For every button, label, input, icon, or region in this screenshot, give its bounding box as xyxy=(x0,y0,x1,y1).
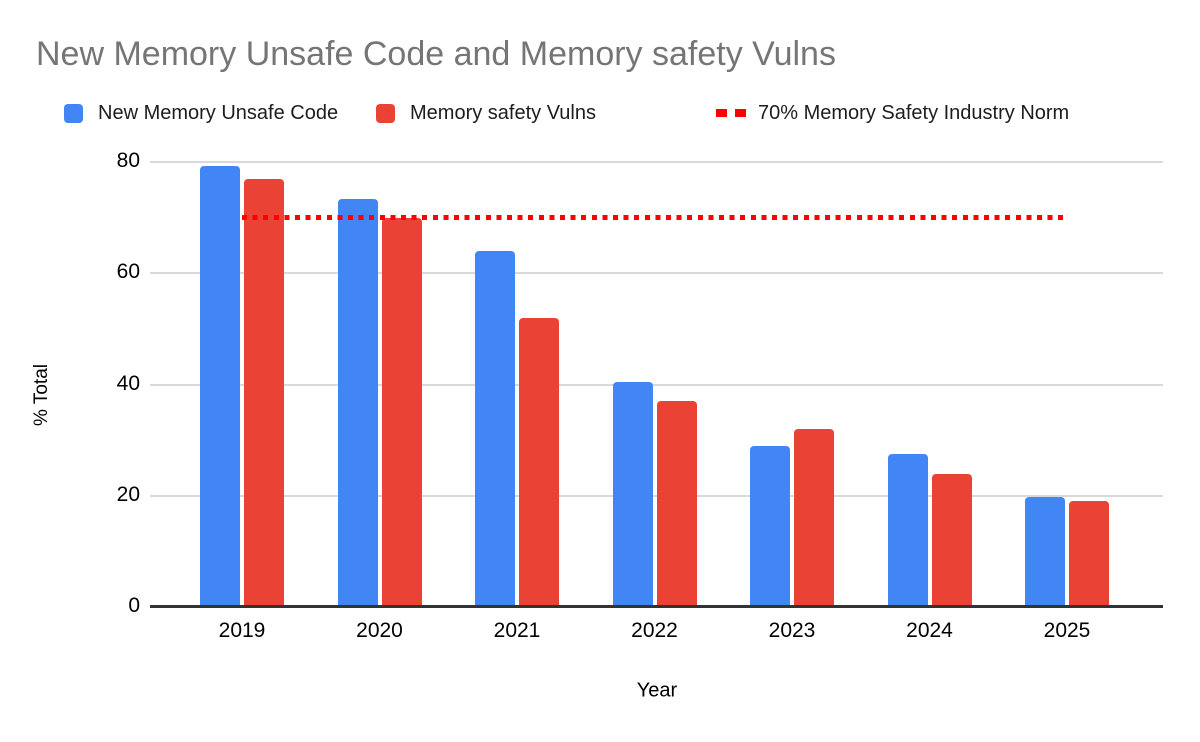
legend-item-industry-norm: 70% Memory Safety Industry Norm xyxy=(716,100,1069,126)
blue-series-swatch-icon xyxy=(64,103,83,123)
y-tick-label-20: 20 xyxy=(116,482,140,506)
x-tick-label-2020: 2020 xyxy=(356,619,403,642)
y-tick-label-60: 60 xyxy=(116,260,140,284)
legend-label: New Memory Unsafe Code xyxy=(98,101,339,124)
plot-area: 0 20 40 60 80 2019 2020 2021 2022 2023 2024 2025 xyxy=(117,140,1163,642)
x-axis-line xyxy=(150,605,1163,608)
legend-label: Memory safety Vulns xyxy=(410,101,596,124)
bar-2020-unsafe-code xyxy=(337,199,378,607)
bar-2019-unsafe-code xyxy=(200,166,240,607)
bar-2019-vulns xyxy=(244,178,284,607)
industry-norm-reference-line xyxy=(242,215,1067,221)
bar-2021-vulns xyxy=(519,317,559,607)
bar-2021-unsafe-code xyxy=(475,251,515,607)
gridline-80 xyxy=(150,161,1163,164)
x-tick-label-2019: 2019 xyxy=(218,619,266,642)
y-axis-title: % Total xyxy=(31,364,52,426)
y-tick-label-40: 40 xyxy=(116,371,140,395)
x-tick-label-2021: 2021 xyxy=(493,619,541,642)
y-tick-label-80: 80 xyxy=(116,149,140,173)
chart-title: New Memory Unsafe Code and Memory safety… xyxy=(36,35,836,73)
legend-label: 70% Memory Safety Industry Norm xyxy=(758,101,1070,124)
bar-2025-vulns xyxy=(1069,501,1109,607)
legend-item-memory-safety-vulns: Memory safety Vulns xyxy=(376,100,596,126)
y-tick-label-0: 0 xyxy=(128,594,140,617)
bar-2024-unsafe-code xyxy=(887,454,928,607)
bar-2025-unsafe-code xyxy=(1025,496,1065,607)
legend-item-new-memory-unsafe-code: New Memory Unsafe Code xyxy=(64,100,338,126)
gridline-60 xyxy=(150,272,1163,275)
x-tick-label-2024: 2024 xyxy=(906,619,953,642)
bar-2024-vulns xyxy=(931,473,972,607)
gridline-40 xyxy=(150,383,1163,386)
legend: New Memory Unsafe Code Memory safety Vul… xyxy=(0,100,1200,126)
dotted-line-swatch-icon xyxy=(716,109,746,117)
x-tick-label-2025: 2025 xyxy=(1043,619,1091,642)
x-tick-label-2023: 2023 xyxy=(768,619,816,642)
bar-2020-vulns xyxy=(381,217,422,607)
x-axis-title: Year xyxy=(636,679,678,702)
bar-2023-vulns xyxy=(794,429,834,607)
x-tick-label-2022: 2022 xyxy=(631,619,678,642)
bar-2023-unsafe-code xyxy=(750,445,790,607)
bar-2022-unsafe-code xyxy=(612,381,653,607)
red-series-swatch-icon xyxy=(376,103,395,123)
bar-2022-vulns xyxy=(656,401,697,607)
